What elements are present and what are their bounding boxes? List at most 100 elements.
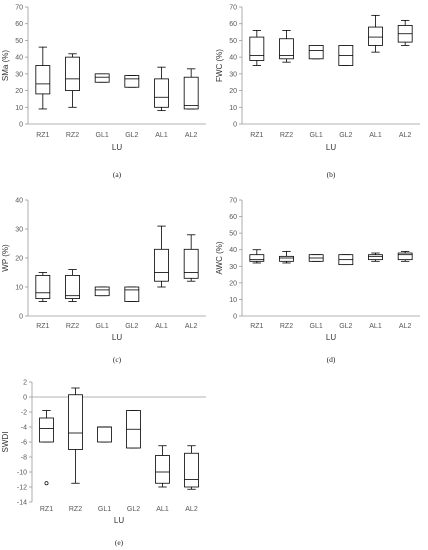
box-rz1 xyxy=(249,29,265,66)
box-gl2 xyxy=(124,286,140,302)
box-al1 xyxy=(154,66,169,112)
box-rz2 xyxy=(65,53,80,108)
box-iqr xyxy=(308,45,324,60)
box-iqr xyxy=(183,76,199,110)
x-axis-label: LU xyxy=(326,333,336,342)
y-tick-label: 20 xyxy=(15,256,23,263)
y-tick-label: 50 xyxy=(229,231,237,238)
x-tick-label: GL2 xyxy=(125,132,138,139)
y-tick-label: 30 xyxy=(15,227,23,234)
box-al2 xyxy=(397,250,413,262)
box-iqr xyxy=(368,26,383,46)
y-tick-label: 2 xyxy=(23,380,27,387)
y-tick-label: 10 xyxy=(15,285,23,292)
y-tick-label: 30 xyxy=(229,71,237,78)
box-iqr xyxy=(368,254,383,261)
box-rz1 xyxy=(39,410,54,486)
y-tick-label: 20 xyxy=(15,88,23,95)
box-gl1 xyxy=(308,45,324,60)
y-tick-label: 40 xyxy=(15,55,23,62)
y-tick-label: 20 xyxy=(229,280,237,287)
y-axis-label: AWC (%) xyxy=(215,241,224,274)
box-iqr xyxy=(184,452,199,488)
panel-b: 0 10 20 30 40 50 60 70 FWC (%) RZ1 RZ2 GL1 GL2 AL1 AL2… xyxy=(215,5,420,179)
y-tick-label: 0 xyxy=(19,314,23,321)
box-iqr xyxy=(279,255,294,262)
y-tick-label: 0 xyxy=(19,122,23,129)
y-tick-label: 40 xyxy=(15,198,23,205)
y-tick-label: 60 xyxy=(229,21,237,28)
x-tick-label: AL1 xyxy=(369,323,382,330)
box-gl1 xyxy=(97,426,112,443)
box-al2 xyxy=(183,68,199,110)
box-iqr xyxy=(65,56,80,91)
box-iqr xyxy=(35,65,51,95)
x-tick-label: RZ1 xyxy=(250,323,263,330)
y-tick-label: 70 xyxy=(229,5,237,12)
y-tick-label: -12 xyxy=(17,485,27,492)
box-al1 xyxy=(155,445,170,488)
box-al1 xyxy=(368,14,383,53)
y-axis-label: SWDI xyxy=(1,432,10,453)
box-rz1 xyxy=(35,46,51,110)
panel-caption: (c) xyxy=(113,355,122,364)
panel-d: 0 10 20 30 40 50 60 70 AWC (%) RZ1 RZ2 GL1 GL2 AL1 AL2… xyxy=(215,198,420,364)
box-rz2 xyxy=(279,29,294,63)
y-tick-label: -2 xyxy=(21,410,27,417)
panel-caption: (b) xyxy=(327,170,336,179)
box-iqr xyxy=(94,73,110,83)
outlier-point xyxy=(44,481,49,486)
box-al2 xyxy=(397,19,413,46)
x-tick-label: GL1 xyxy=(310,323,323,330)
box-gl2 xyxy=(124,75,140,88)
x-tick-label: AL2 xyxy=(185,132,198,139)
box-rz2 xyxy=(279,250,294,264)
y-tick-label: 60 xyxy=(229,214,237,221)
x-tick-label: RZ1 xyxy=(36,323,49,330)
panel-caption: (a) xyxy=(113,170,122,179)
y-tick-label: 10 xyxy=(229,105,237,112)
y-tick-label: -10 xyxy=(17,470,27,477)
box-iqr xyxy=(397,252,413,261)
y-tick-label: 0 xyxy=(233,122,237,129)
box-gl1 xyxy=(94,286,110,297)
x-tick-label: AL1 xyxy=(155,323,168,330)
y-axis-label: WP (%) xyxy=(1,244,10,272)
x-tick-label: GL2 xyxy=(339,323,352,330)
box-rz1 xyxy=(249,249,265,264)
x-tick-label: RZ1 xyxy=(36,132,49,139)
box-gl2 xyxy=(338,254,354,266)
x-tick-label: RZ2 xyxy=(66,132,79,139)
box-iqr xyxy=(279,38,294,60)
y-tick-label: 50 xyxy=(15,38,23,45)
x-tick-label: GL2 xyxy=(339,132,352,139)
x-tick-label: RZ1 xyxy=(250,132,263,139)
box-gl1 xyxy=(94,73,110,83)
y-tick-label: 30 xyxy=(229,264,237,271)
x-tick-label: AL2 xyxy=(185,506,198,513)
x-tick-label: GL1 xyxy=(96,132,109,139)
y-tick-label: -6 xyxy=(21,440,27,447)
panel-e: 2 0 -2 -4 -6 -8 -10 -12 -14 SWDI RZ1 RZ2 GL1 GL2 AL1 AL… xyxy=(1,380,206,547)
x-tick-label: GL2 xyxy=(125,323,138,330)
panel-caption: (d) xyxy=(327,355,336,364)
box-rz1 xyxy=(35,272,51,302)
x-tick-label: GL1 xyxy=(310,132,323,139)
y-tick-label: 70 xyxy=(15,5,23,12)
box-gl1 xyxy=(308,254,324,262)
x-axis-label: LU xyxy=(114,516,124,525)
y-axis-label: FWC (%) xyxy=(215,49,224,82)
x-axis-label: LU xyxy=(326,143,336,152)
panel-c: 0 10 20 30 40 WP (%) RZ1 RZ2 GL1 GL2 AL1 AL2 LU (c) xyxy=(1,198,206,364)
x-tick-label: AL1 xyxy=(369,132,382,139)
y-tick-label: 40 xyxy=(229,55,237,62)
x-tick-label: GL2 xyxy=(127,506,140,513)
box-iqr xyxy=(97,426,112,443)
x-tick-label: RZ2 xyxy=(69,506,82,513)
box-iqr xyxy=(124,286,140,302)
y-tick-label: 70 xyxy=(229,198,237,205)
y-tick-label: 50 xyxy=(229,38,237,45)
box-al2 xyxy=(184,445,199,490)
box-iqr xyxy=(183,248,199,279)
box-gl2 xyxy=(126,410,141,449)
